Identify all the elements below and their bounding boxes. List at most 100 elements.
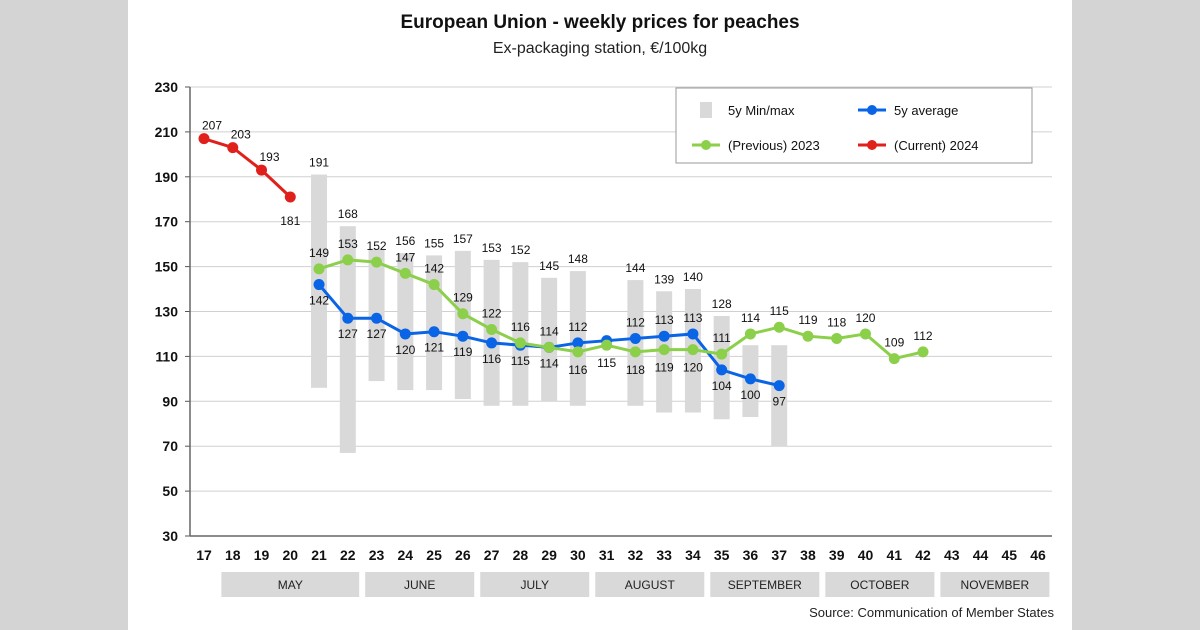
data-label: 142 [424,262,444,276]
range-bar [454,250,471,400]
legend-marker [867,105,877,115]
series-line [318,258,924,361]
x-tick-label: 33 [656,547,672,563]
range-max-label: 152 [510,243,530,257]
series-point [831,332,843,344]
x-tick-label: 31 [599,547,615,563]
series-point [716,364,728,376]
month-band [365,572,475,597]
x-tick-label: 23 [369,547,385,563]
range-bar [771,345,788,447]
series-point [859,328,871,340]
data-label: 100 [740,388,760,402]
series-point [227,142,239,154]
month-band [825,572,935,597]
series-point [629,332,641,344]
x-tick-label: 26 [455,547,471,563]
range-bar [541,277,558,402]
data-label: 120 [683,361,703,375]
data-label: 153 [338,237,358,251]
data-label: 113 [655,313,674,327]
y-tick-label: 150 [155,259,179,275]
month-label: MAY [278,578,303,592]
range-max-label: 140 [683,270,703,284]
range-max-label: 128 [712,297,732,311]
legend-marker [701,140,711,150]
x-tick-label: 42 [915,547,931,563]
series-point [342,254,354,266]
data-label: 120 [855,311,875,325]
data-label: 120 [395,343,415,357]
data-label: 147 [395,250,415,264]
series-point [313,263,325,275]
y-tick-label: 90 [162,393,178,409]
series-line [203,137,292,199]
month-band [940,572,1050,597]
chart-title: European Union - weekly prices for peach… [400,12,800,33]
series-point [514,337,526,349]
series-point [917,346,929,358]
data-label: 203 [231,128,251,142]
series-point [486,337,498,349]
range-bar [426,255,443,391]
series-point [457,308,469,320]
series-point [658,330,670,342]
y-tick-label: 110 [155,348,178,364]
legend-label: (Previous) 2023 [728,138,820,153]
series-point [629,346,641,358]
range-max-label: 139 [654,272,674,286]
series-point [256,164,268,176]
range-max-label: 168 [338,207,358,221]
data-label: 112 [626,315,645,329]
data-label: 119 [453,345,472,359]
series-point [486,323,498,335]
data-label: 118 [827,315,846,329]
y-tick-label: 30 [162,528,178,544]
series-point [658,344,670,356]
data-label: 116 [482,352,501,366]
month-label: AUGUST [625,578,676,592]
data-label: 112 [568,320,587,334]
range-max-label: 153 [482,241,502,255]
series-point [773,321,785,333]
data-label: 118 [626,363,645,377]
month-label: SEPTEMBER [728,578,802,592]
data-label: 127 [367,327,387,341]
range-max-label: 157 [453,232,473,246]
x-tick-label: 28 [513,547,529,563]
x-tick-label: 30 [570,547,586,563]
month-label: JULY [521,578,549,592]
data-label: 122 [482,306,502,320]
y-tick-label: 210 [155,124,179,140]
range-max-label: 156 [395,234,415,248]
range-max-label: 191 [309,156,329,170]
y-tick-label: 170 [155,214,179,230]
range-max-label: 145 [539,259,559,273]
data-label: 127 [338,327,358,341]
x-tick-label: 35 [714,547,730,563]
source-note: Source: Communication of Member States [809,605,1054,620]
legend-label: 5y Min/max [728,103,795,118]
x-tick-label: 41 [886,547,902,563]
x-tick-label: 19 [254,547,270,563]
month-label: JUNE [404,578,435,592]
range-bar [339,226,356,453]
data-label: 112 [913,329,932,343]
range-bar [397,253,414,391]
data-label: 121 [424,341,444,355]
x-tick-label: 29 [541,547,557,563]
series-point [399,267,411,279]
data-label: 116 [568,363,587,377]
data-label: 129 [453,291,473,305]
data-label: 193 [260,150,280,164]
x-tick-label: 21 [311,547,327,563]
x-tick-label: 20 [282,547,298,563]
x-tick-label: 36 [743,547,759,563]
month-label: NOVEMBER [961,578,1030,592]
legend-marker [867,140,877,150]
x-tick-label: 18 [225,547,241,563]
series-point [284,191,296,203]
series-point [313,279,325,291]
data-label: 111 [713,331,732,345]
